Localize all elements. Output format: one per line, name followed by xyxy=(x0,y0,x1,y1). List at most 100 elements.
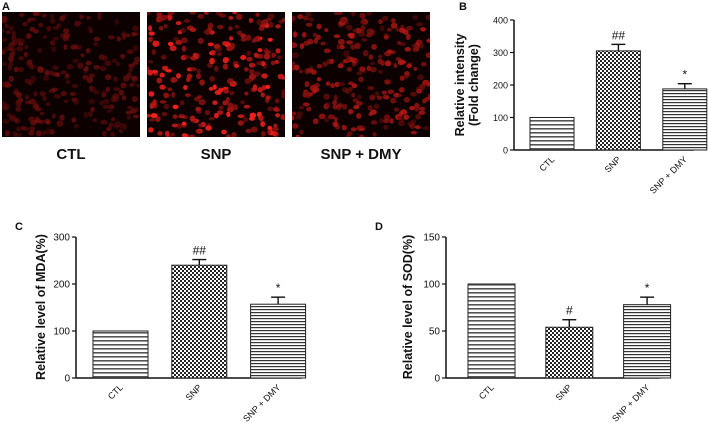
cell-nucleus xyxy=(237,120,244,126)
cell-nucleus xyxy=(118,128,124,134)
cell-nucleus xyxy=(389,118,394,124)
cell-nucleus xyxy=(373,103,380,110)
cell-nucleus xyxy=(32,12,39,17)
cell-nucleus xyxy=(148,127,154,133)
cell-nucleus xyxy=(263,53,271,60)
cell-nucleus xyxy=(69,91,77,97)
cell-nucleus xyxy=(73,99,80,105)
cell-nucleus xyxy=(148,31,155,36)
cell-nucleus xyxy=(350,44,356,50)
cell-nucleus xyxy=(167,12,175,16)
bar-ctl xyxy=(467,283,516,379)
cell-nucleus xyxy=(399,41,406,46)
cell-nucleus xyxy=(295,134,300,137)
micrograph-snp xyxy=(147,12,285,137)
cell-nucleus xyxy=(333,94,338,101)
cell-nucleus xyxy=(198,123,203,128)
cell-nucleus xyxy=(371,44,378,50)
cell-nucleus xyxy=(370,109,377,115)
cell-nucleus xyxy=(356,71,363,76)
cell-nucleus xyxy=(378,69,383,75)
cell-nucleus xyxy=(101,130,107,137)
cell-nucleus xyxy=(332,100,337,105)
cell-nucleus xyxy=(358,31,366,37)
cell-nucleus xyxy=(105,127,111,132)
cell-nucleus xyxy=(245,34,252,41)
cell-nucleus xyxy=(338,82,345,86)
cell-nucleus xyxy=(274,98,280,104)
cell-nucleus xyxy=(8,75,14,82)
cell-nucleus xyxy=(333,121,339,128)
cell-nucleus xyxy=(277,55,283,60)
cell-nucleus xyxy=(161,112,168,117)
cell-nucleus xyxy=(37,66,45,73)
cell-nucleus xyxy=(395,27,400,32)
cell-nucleus xyxy=(66,63,74,70)
cell-nucleus xyxy=(58,15,66,22)
cell-nucleus xyxy=(385,60,392,67)
cell-nucleus xyxy=(2,37,8,42)
cell-nucleus xyxy=(412,46,418,53)
cell-nucleus xyxy=(411,43,418,48)
cell-nucleus xyxy=(122,33,127,40)
cell-nucleus xyxy=(372,132,377,137)
y-tick-label: 400 xyxy=(493,16,508,26)
cell-nucleus xyxy=(73,124,79,129)
cell-nucleus xyxy=(420,61,427,67)
cell-nucleus xyxy=(365,12,373,16)
cell-nucleus xyxy=(169,45,177,52)
cell-nucleus xyxy=(236,30,243,36)
cell-nucleus xyxy=(92,118,98,123)
cell-nucleus xyxy=(102,105,110,109)
cell-nucleus xyxy=(42,35,47,39)
cell-nucleus xyxy=(333,34,341,38)
cell-nucleus xyxy=(49,40,56,46)
cell-nucleus xyxy=(18,13,25,17)
cell-nucleus xyxy=(425,14,430,21)
cell-nucleus xyxy=(219,13,227,18)
cell-nucleus xyxy=(20,125,26,131)
cell-nucleus xyxy=(163,103,170,110)
cell-nucleus xyxy=(185,93,191,97)
cell-nucleus xyxy=(27,79,34,86)
cell-nucleus xyxy=(256,61,263,66)
cell-nucleus xyxy=(379,25,385,32)
cell-nucleus xyxy=(333,116,338,122)
cell-nucleus xyxy=(260,73,268,79)
cell-nucleus xyxy=(264,48,269,54)
cell-nucleus xyxy=(391,18,396,23)
cell-nucleus xyxy=(403,72,411,78)
cell-nucleus xyxy=(370,120,378,125)
cell-nucleus xyxy=(297,14,304,20)
y-tick-label: 300 xyxy=(493,48,508,58)
bar-snp-dmy xyxy=(662,88,708,151)
cell-nucleus xyxy=(309,84,317,92)
cell-nucleus xyxy=(170,132,175,137)
cell-nucleus xyxy=(368,54,374,60)
cell-nucleus xyxy=(217,24,224,30)
cell-nucleus xyxy=(18,38,26,44)
cell-nucleus xyxy=(147,113,152,118)
cell-nucleus xyxy=(302,102,310,107)
cell-nucleus xyxy=(358,76,364,83)
cell-nucleus xyxy=(133,114,139,119)
cell-nucleus xyxy=(103,98,110,105)
cell-nucleus xyxy=(399,75,405,81)
cell-nucleus xyxy=(77,62,84,69)
cell-nucleus xyxy=(126,49,134,55)
cell-nucleus xyxy=(292,31,298,38)
cell-nucleus xyxy=(37,47,43,54)
panel-d-letter: D xyxy=(375,221,383,233)
cell-nucleus xyxy=(147,69,154,76)
cell-nucleus xyxy=(261,19,269,26)
cell-nucleus xyxy=(355,101,363,106)
cell-nucleus xyxy=(2,28,6,33)
cell-nucleus xyxy=(86,15,91,20)
cell-nucleus xyxy=(15,106,22,112)
micrograph-label-ctl: CTL xyxy=(56,146,86,163)
significance-mark: ## xyxy=(612,28,626,42)
cell-nucleus xyxy=(165,68,172,73)
cell-nucleus xyxy=(115,61,120,67)
cell-nucleus xyxy=(129,64,134,70)
cell-nucleus xyxy=(316,64,323,69)
